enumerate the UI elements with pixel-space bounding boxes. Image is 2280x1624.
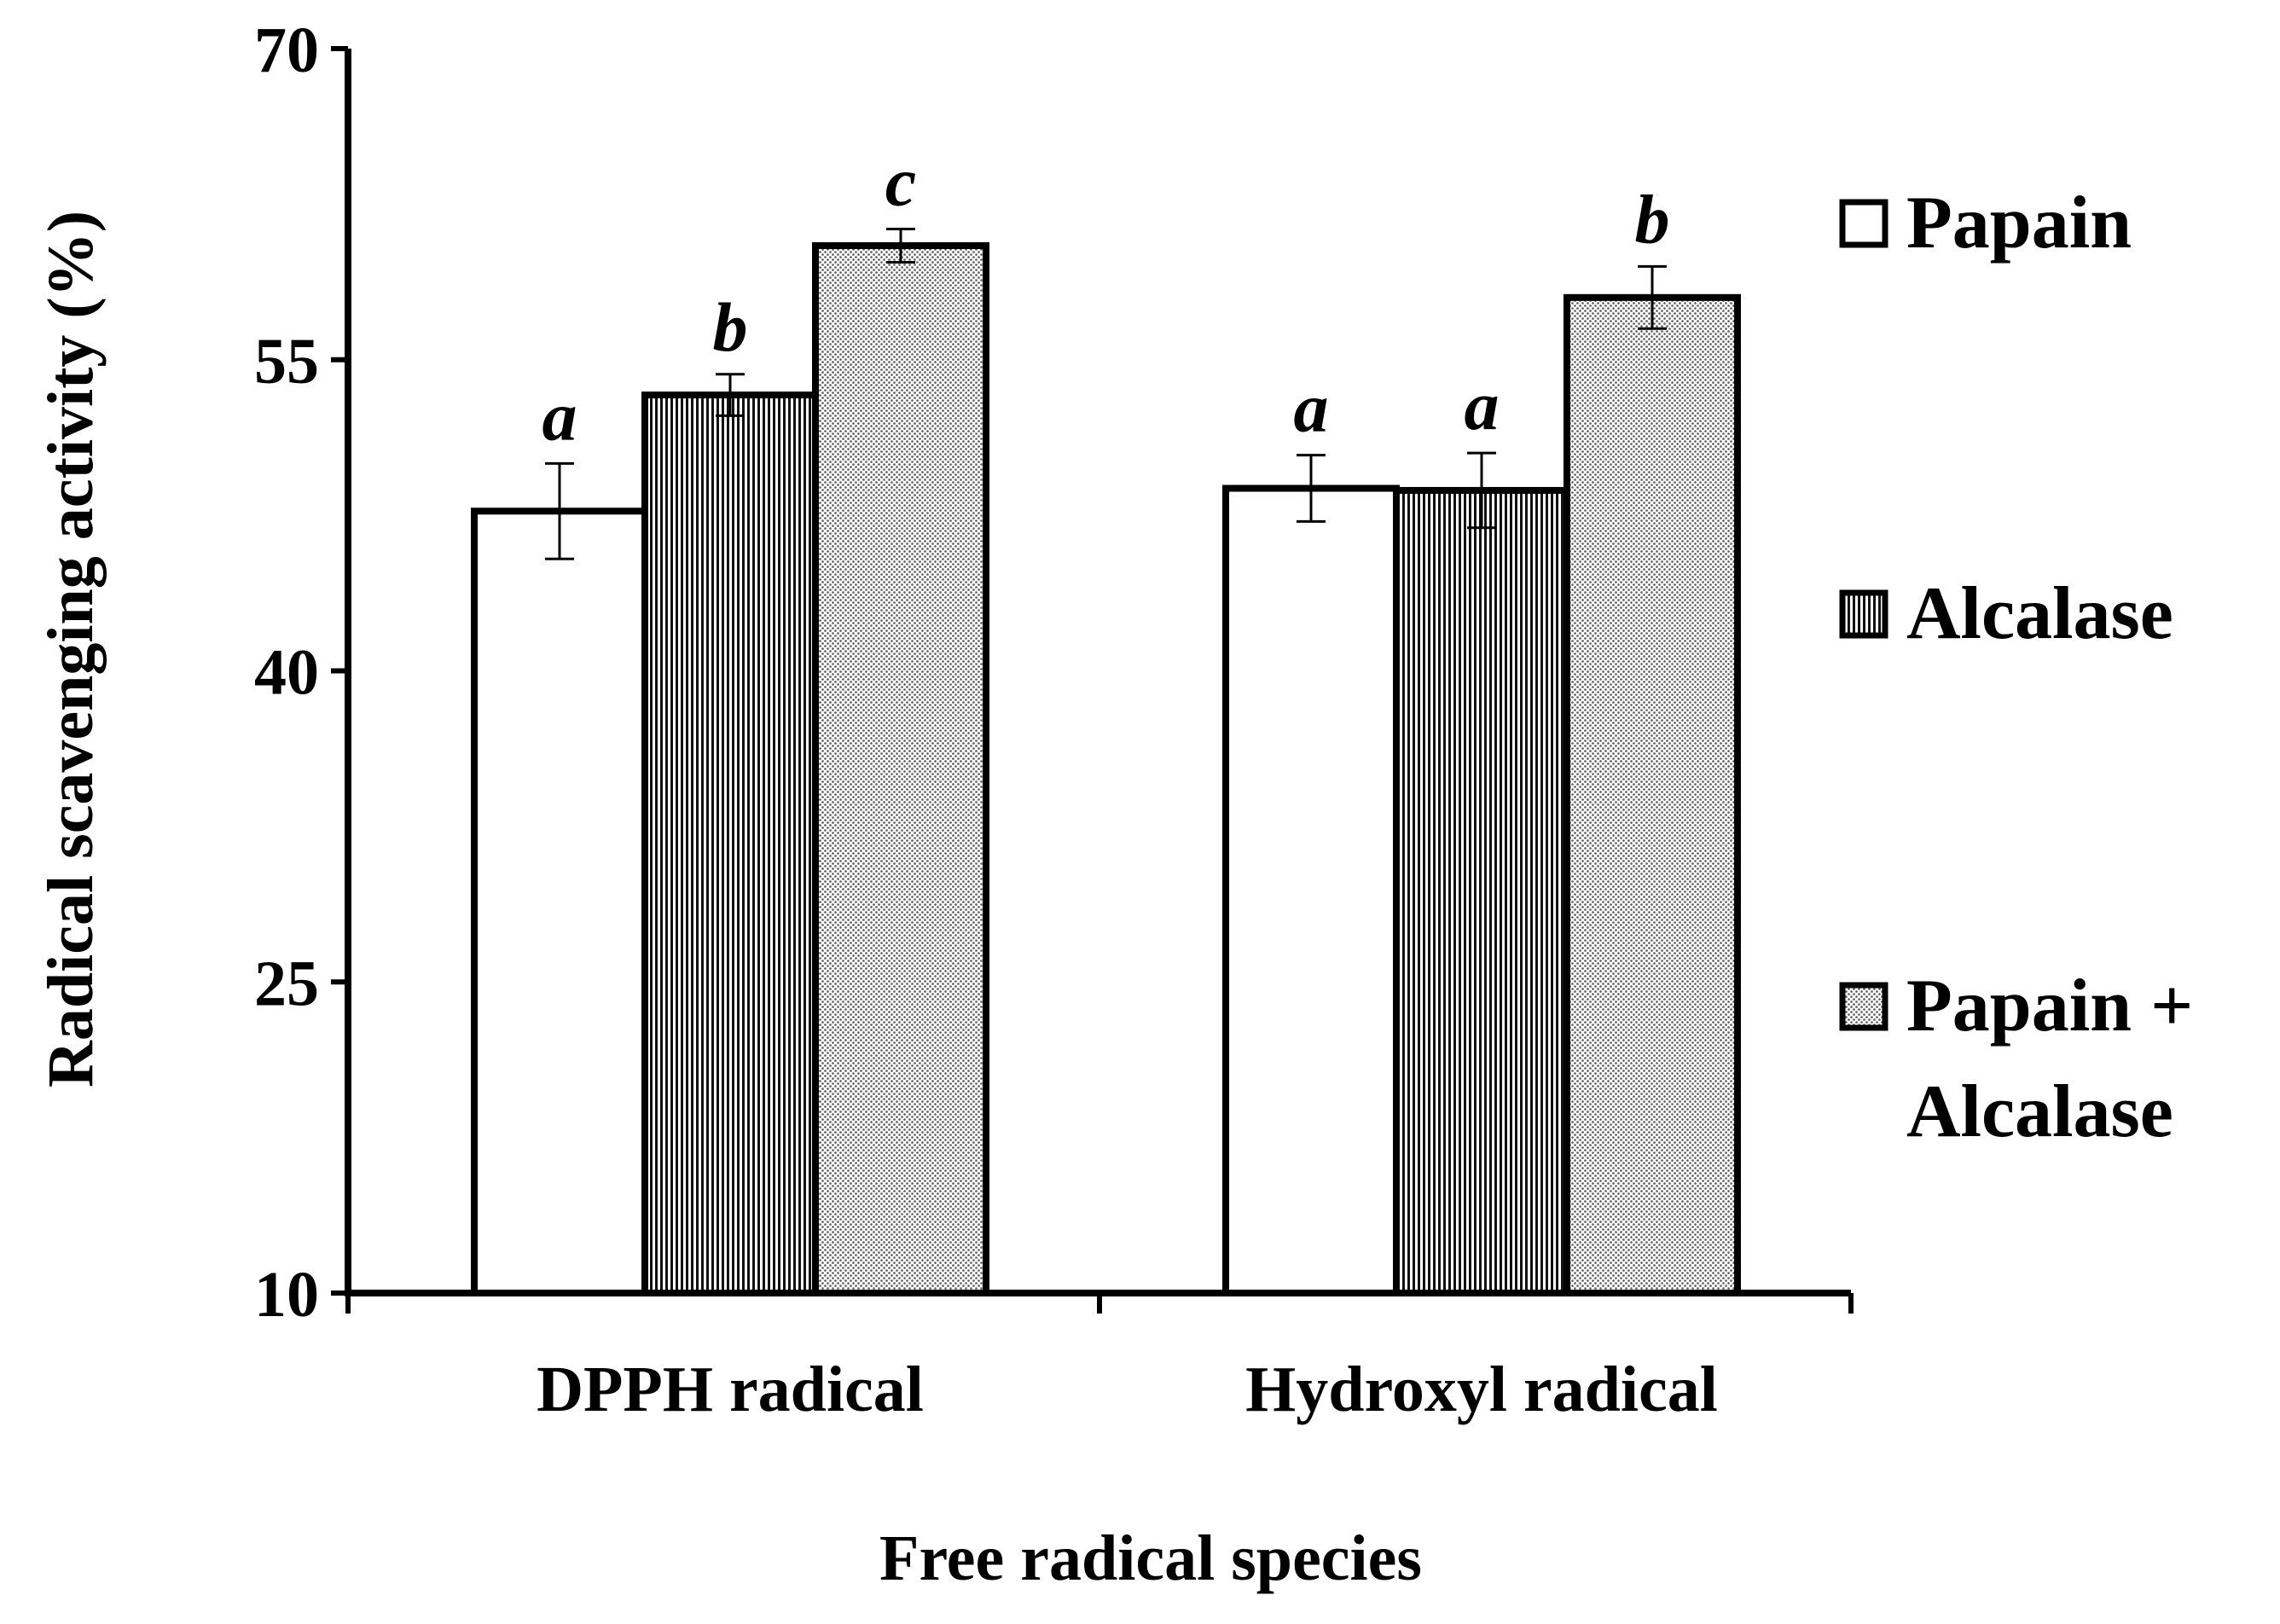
legend-swatch-0[interactable] xyxy=(1839,199,1888,248)
x-tick-label-1: Hydroxyl radical xyxy=(1245,1354,1718,1425)
legend-swatch-1[interactable] xyxy=(1839,589,1888,639)
legend-swatch-2[interactable] xyxy=(1839,982,1888,1031)
y-tick-label-70: 70 xyxy=(254,14,319,86)
significance-label-2-1: b xyxy=(1635,180,1670,258)
y-tick-label-55: 55 xyxy=(254,326,319,397)
significance-label-0-0: a xyxy=(542,377,577,455)
bar-alcalase-1[interactable] xyxy=(1393,486,1570,1296)
x-tick-label-0: DPPH radical xyxy=(537,1354,924,1425)
significance-label-1-1: a xyxy=(1465,367,1500,444)
y-tick-label-40: 40 xyxy=(254,637,319,709)
legend-label-2-line2: Alcalase xyxy=(1906,1070,2173,1153)
significance-label-2-0: c xyxy=(885,143,916,221)
y-tick-label-10: 10 xyxy=(254,1259,319,1331)
legend-label-2: Papain + xyxy=(1906,965,2193,1047)
x-axis-title: Free radical species xyxy=(879,1522,1422,1594)
bar-papain-alcalase-1[interactable] xyxy=(1564,293,1741,1296)
legend-label-0: Papain xyxy=(1906,182,2132,264)
bar-alcalase-0[interactable] xyxy=(641,392,819,1296)
y-axis-title: Radical scavenging activity (%) xyxy=(35,211,107,1088)
significance-label-0-1: a xyxy=(1294,369,1329,447)
significance-label-1-0: b xyxy=(713,288,748,366)
bar-papain-alcalase-0[interactable] xyxy=(812,242,989,1297)
bar-papain-0[interactable] xyxy=(471,508,648,1296)
legend-label-1: Alcalase xyxy=(1906,572,2173,655)
y-tick-label-25: 25 xyxy=(254,948,319,1019)
bar-papain-1[interactable] xyxy=(1222,484,1400,1296)
